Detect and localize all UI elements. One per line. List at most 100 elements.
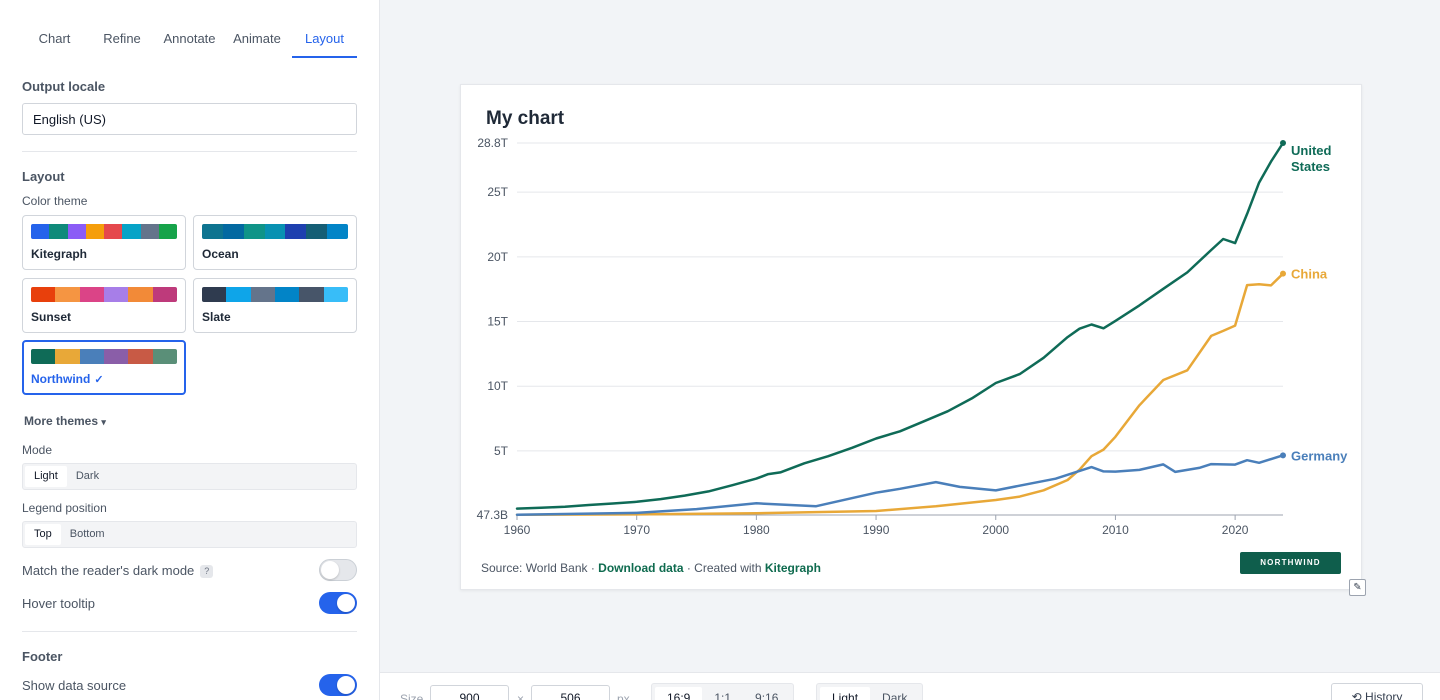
toggle-knob: [337, 676, 355, 694]
color-swatch: [31, 349, 56, 364]
theme-name-label: Northwind: [31, 372, 91, 386]
tab-chart[interactable]: Chart: [38, 31, 71, 46]
toggle-knob: [337, 594, 355, 612]
x-tick-label: 1970: [623, 523, 650, 537]
preview-mode-segmented: Light Dark: [816, 683, 924, 700]
editor-tabs: Chart Refine Annotate Animate Layout: [22, 22, 357, 58]
more-themes-toggle[interactable]: More themes ▾: [24, 414, 106, 428]
color-swatch: [327, 224, 348, 239]
series-line-united-states: [515, 141, 1285, 510]
download-data-link[interactable]: Download data: [598, 561, 684, 575]
theme-card-sunset[interactable]: Sunset: [22, 278, 186, 333]
legend-position-segmented: Top Bottom: [22, 521, 357, 548]
color-swatch: [226, 287, 251, 302]
y-tick-label: 10T: [487, 379, 508, 393]
series-label-china: China: [1291, 267, 1328, 282]
series-label-line: United: [1291, 143, 1332, 158]
tab-refine[interactable]: Refine: [103, 31, 141, 46]
tab-layout[interactable]: Layout: [292, 22, 357, 58]
y-tick-label: 15T: [487, 315, 508, 329]
ratio-segmented: 16:9 1:1 9:16: [651, 683, 795, 700]
color-swatch: [31, 224, 50, 239]
color-swatch: [299, 287, 324, 302]
brand-badge: NORTHWIND: [1240, 552, 1341, 574]
color-swatch: [103, 287, 129, 302]
size-label: Size: [400, 692, 424, 700]
series-line-china: [515, 272, 1285, 517]
y-tick-label: 28.8T: [477, 136, 508, 150]
color-theme-label: Color theme: [22, 194, 88, 208]
color-swatch: [31, 287, 56, 302]
mode-light-option[interactable]: Light: [25, 466, 67, 487]
footer-section-title: Footer: [22, 649, 63, 664]
theme-swatches: [202, 287, 348, 302]
mode-label: Mode: [22, 443, 53, 457]
theme-name: Northwind ✓: [31, 372, 104, 386]
hover-tooltip-toggle[interactable]: [319, 592, 357, 614]
chart-card: My chart 47.3B 5T 10T 15T 20T 25T 28.8T 1960 197…: [460, 84, 1366, 596]
show-data-source-label: Show data source: [22, 678, 127, 693]
y-tick-label: 5T: [494, 444, 509, 458]
theme-name: Ocean: [202, 247, 239, 261]
x-tick-label: 1980: [743, 523, 770, 537]
color-swatch: [158, 224, 177, 239]
color-swatch: [140, 224, 159, 239]
resize-handle-icon[interactable]: ✎: [1349, 579, 1366, 596]
kitegraph-link[interactable]: Kitegraph: [764, 561, 821, 575]
theme-swatches: [202, 224, 348, 239]
color-swatch: [122, 224, 141, 239]
hover-tooltip-label: Hover tooltip: [22, 596, 95, 611]
color-swatch: [128, 287, 153, 302]
series-endpoint-germany: [1280, 452, 1286, 459]
divider: [22, 631, 357, 632]
match-dark-mode-toggle[interactable]: [319, 559, 357, 581]
preview-light-option[interactable]: Light: [820, 687, 871, 700]
mode-dark-option[interactable]: Dark: [75, 470, 100, 482]
history-icon: ⟲: [1351, 690, 1362, 700]
color-swatch: [323, 287, 348, 302]
theme-name: Sunset: [31, 310, 72, 324]
series-endpoint-china: [1280, 270, 1286, 277]
layout-section-title: Layout: [22, 169, 65, 184]
chart-footer: Source: World Bank · Download data · Cre…: [481, 561, 821, 575]
history-button[interactable]: ⟲ History: [1331, 683, 1423, 700]
theme-card-kitegraph[interactable]: Kitegraph: [22, 215, 186, 270]
y-tick-label: 47.3B: [477, 508, 508, 522]
color-swatch: [152, 349, 177, 364]
legend-top-option[interactable]: Top: [25, 524, 61, 545]
theme-name: Slate: [202, 310, 231, 324]
height-input[interactable]: [531, 685, 610, 700]
tab-animate[interactable]: Animate: [233, 31, 281, 46]
theme-card-ocean[interactable]: Ocean: [193, 215, 357, 270]
theme-swatches: [31, 349, 177, 364]
color-swatch: [152, 287, 177, 302]
source-text: Source: World Bank ·: [481, 561, 599, 575]
tab-annotate[interactable]: Annotate: [163, 31, 216, 46]
series-label-line: China: [1291, 267, 1328, 282]
color-swatch: [128, 349, 153, 364]
theme-card-slate[interactable]: Slate: [193, 278, 357, 333]
divider: [22, 151, 357, 152]
width-input[interactable]: [430, 685, 509, 700]
theme-card-northwind[interactable]: Northwind ✓: [22, 340, 186, 395]
history-label: History: [1365, 690, 1403, 700]
show-data-source-toggle[interactable]: [319, 674, 357, 696]
ratio-16-9-option[interactable]: 16:9: [655, 687, 703, 700]
ratio-9-16-option[interactable]: 9:16: [755, 691, 779, 700]
help-icon[interactable]: ?: [200, 565, 214, 578]
times-label: ×: [517, 692, 525, 700]
ratio-1-1-option[interactable]: 1:1: [714, 691, 732, 700]
y-tick-label: 20T: [487, 250, 508, 264]
y-tick-label: 25T: [487, 185, 508, 199]
color-swatch: [250, 287, 275, 302]
chevron-down-icon: ▾: [101, 417, 106, 427]
legend-bottom-option[interactable]: Bottom: [69, 528, 105, 540]
match-dark-mode-label: Match the reader's dark mode?: [22, 563, 214, 578]
color-swatch: [104, 224, 123, 239]
toggle-knob: [321, 561, 339, 579]
preview-dark-option[interactable]: Dark: [882, 691, 908, 700]
output-locale-input[interactable]: [22, 103, 357, 135]
x-tick-label: 1990: [863, 523, 890, 537]
bottom-toolbar: Size × px 16:9 1:1 9:16 Light Dark ⟲ His…: [380, 672, 1440, 700]
x-tick-label: 2010: [1102, 523, 1129, 537]
